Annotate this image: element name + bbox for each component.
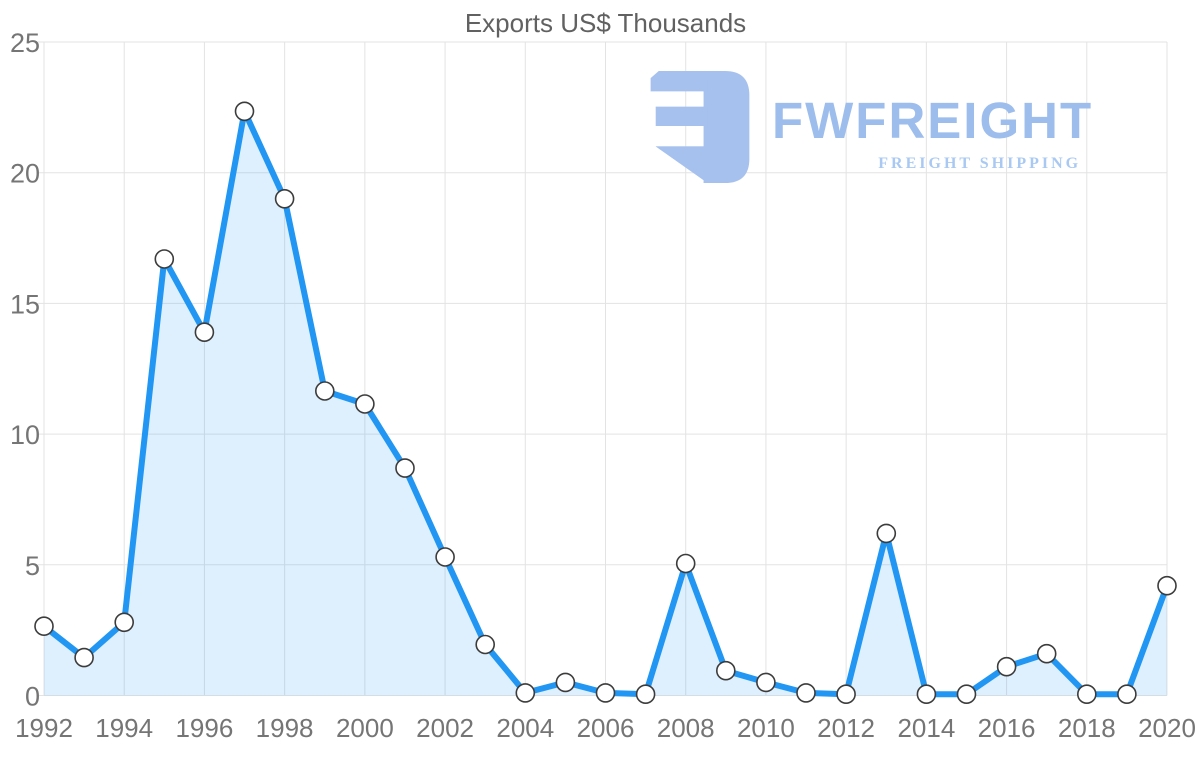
data-point-1992[interactable] [34, 616, 54, 637]
data-point-2002[interactable] [435, 547, 455, 567]
data-point-1998[interactable] [274, 189, 295, 209]
x-axis-label-2000: 2000 [336, 713, 394, 743]
data-point-2010[interactable] [756, 672, 776, 693]
data-point-2018[interactable] [1077, 684, 1097, 705]
x-axis-label-2010: 2010 [737, 713, 795, 743]
x-axis-label-2016: 2016 [978, 713, 1036, 743]
data-point-2009[interactable] [715, 660, 736, 681]
data-point-2019[interactable] [1117, 684, 1137, 705]
x-axis-label-2002: 2002 [416, 713, 474, 743]
y-axis-label-25: 25 [10, 28, 40, 58]
x-axis-label-1998: 1998 [256, 713, 314, 743]
data-point-1999[interactable] [314, 381, 335, 401]
x-axis-label-2004: 2004 [496, 713, 554, 743]
data-point-2007[interactable] [635, 684, 656, 705]
data-point-2012[interactable] [836, 684, 856, 705]
data-point-2006[interactable] [595, 683, 616, 703]
data-point-2001[interactable] [395, 458, 415, 478]
data-point-1997[interactable] [234, 101, 255, 122]
data-point-2013[interactable] [876, 523, 897, 544]
series-area-fill [44, 111, 1167, 696]
y-axis-label-15: 15 [10, 289, 40, 319]
data-point-2015[interactable] [956, 684, 977, 705]
x-axis-label-2018: 2018 [1058, 713, 1116, 743]
y-axis-label-5: 5 [25, 551, 40, 581]
y-axis-label-0: 0 [25, 682, 40, 712]
data-point-2020[interactable] [1157, 575, 1177, 596]
x-axis-label-2006: 2006 [577, 713, 635, 743]
data-point-2008[interactable] [675, 553, 696, 574]
data-point-2016[interactable] [996, 656, 1017, 677]
y-axis-label-10: 10 [10, 420, 40, 450]
x-axis-label-2014: 2014 [897, 713, 955, 743]
data-point-1994[interactable] [114, 612, 134, 633]
x-axis-label-1994: 1994 [95, 713, 153, 743]
x-axis-label-2008: 2008 [657, 713, 715, 743]
data-point-2003[interactable] [475, 634, 496, 655]
data-point-2011[interactable] [796, 683, 816, 703]
data-point-2004[interactable] [515, 683, 536, 703]
data-point-1993[interactable] [74, 647, 94, 668]
data-point-1996[interactable] [194, 322, 215, 343]
data-point-2000[interactable] [355, 394, 375, 414]
data-point-1995[interactable] [154, 249, 175, 269]
x-axis-label-1992: 1992 [15, 713, 73, 743]
x-axis-label-2012: 2012 [817, 713, 875, 743]
data-point-2014[interactable] [916, 684, 937, 705]
chart-title: Exports US$ Thousands [464, 8, 747, 38]
x-axis-label-2020: 2020 [1138, 713, 1196, 743]
data-point-2017[interactable] [1036, 643, 1057, 664]
data-point-2005[interactable] [555, 672, 576, 693]
x-axis-label-1996: 1996 [175, 713, 233, 743]
y-axis-label-20: 20 [10, 159, 40, 189]
